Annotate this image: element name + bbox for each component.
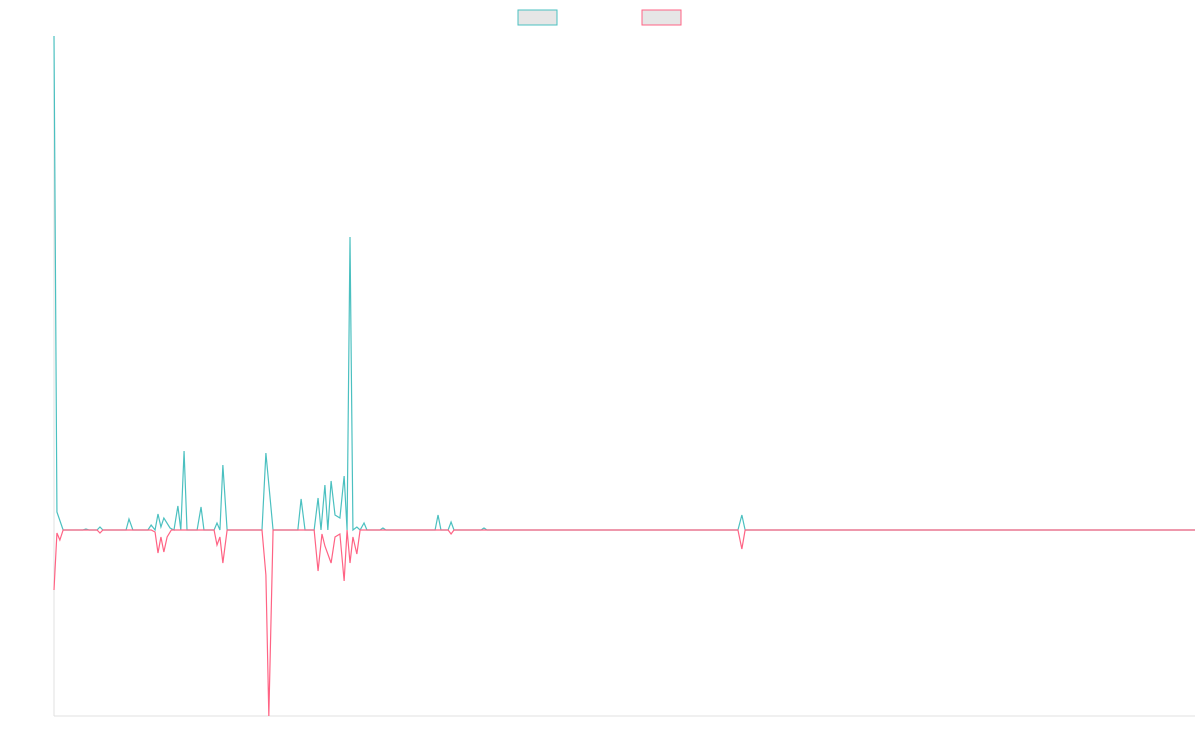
legend-swatch [517,9,558,26]
data-line [53,35,1195,532]
data-line [53,529,1195,717]
legend-swatch [641,9,682,26]
